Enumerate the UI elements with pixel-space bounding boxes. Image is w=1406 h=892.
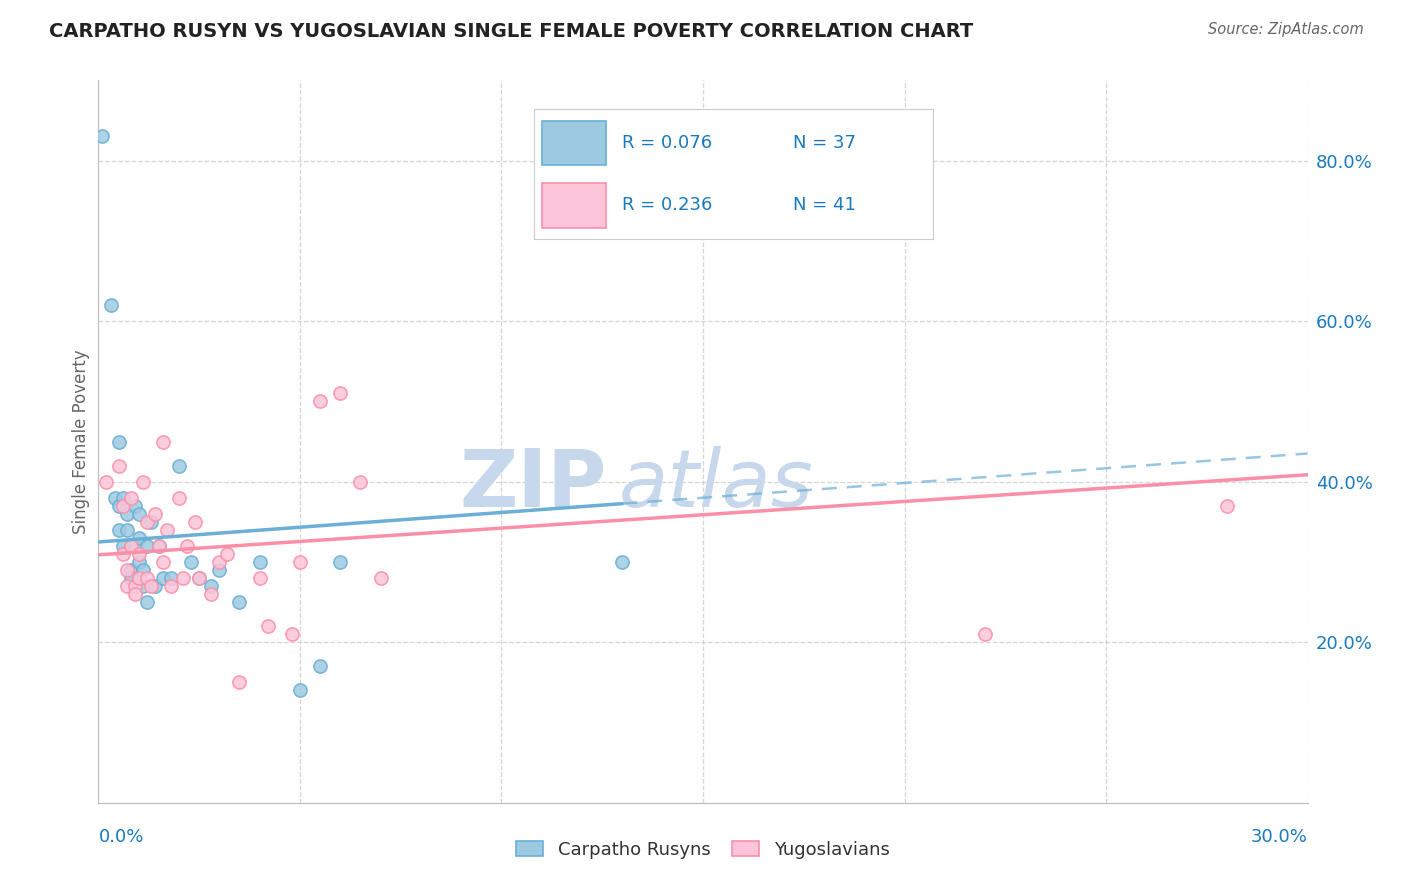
Point	[128, 571, 150, 585]
Text: 30.0%: 30.0%	[1251, 828, 1308, 846]
Point	[188, 571, 211, 585]
Point	[107, 499, 129, 513]
Point	[349, 475, 371, 489]
Point	[128, 547, 150, 561]
Point	[124, 587, 146, 601]
Point	[200, 579, 222, 593]
Point	[96, 475, 118, 489]
Point	[167, 458, 190, 473]
Point	[91, 129, 114, 144]
Point	[288, 683, 311, 698]
Text: CARPATHO RUSYN VS YUGOSLAVIAN SINGLE FEMALE POVERTY CORRELATION CHART: CARPATHO RUSYN VS YUGOSLAVIAN SINGLE FEM…	[49, 22, 973, 41]
Text: Source: ZipAtlas.com: Source: ZipAtlas.com	[1208, 22, 1364, 37]
Point	[612, 555, 634, 569]
Point	[143, 507, 166, 521]
Point	[139, 515, 162, 529]
Point	[288, 555, 311, 569]
Point	[249, 571, 271, 585]
Point	[111, 499, 134, 513]
Point	[370, 571, 392, 585]
Point	[124, 579, 146, 593]
Text: atlas: atlas	[619, 446, 813, 524]
Point	[256, 619, 278, 633]
Point	[249, 555, 271, 569]
Point	[111, 547, 134, 561]
Point	[139, 579, 162, 593]
Point	[120, 571, 142, 585]
Point	[172, 571, 194, 585]
Point	[329, 555, 352, 569]
Point	[107, 434, 129, 449]
Y-axis label: Single Female Poverty: Single Female Poverty	[72, 350, 90, 533]
Point	[208, 555, 231, 569]
Text: 0.0%: 0.0%	[98, 828, 143, 846]
Point	[152, 434, 174, 449]
Point	[228, 675, 250, 690]
Point	[132, 563, 155, 577]
Point	[132, 475, 155, 489]
Point	[128, 507, 150, 521]
Point	[111, 539, 134, 553]
Point	[281, 627, 304, 641]
Point	[148, 539, 170, 553]
Legend: Carpatho Rusyns, Yugoslavians: Carpatho Rusyns, Yugoslavians	[509, 834, 897, 866]
Point	[132, 579, 155, 593]
Point	[176, 539, 198, 553]
Point	[111, 491, 134, 505]
Point	[228, 595, 250, 609]
Point	[143, 579, 166, 593]
Point	[135, 595, 157, 609]
Point	[107, 458, 129, 473]
Point	[180, 555, 202, 569]
Point	[152, 555, 174, 569]
Point	[115, 563, 138, 577]
Point	[128, 531, 150, 545]
Point	[167, 491, 190, 505]
Point	[200, 587, 222, 601]
Point	[329, 386, 352, 401]
Point	[128, 555, 150, 569]
Point	[124, 539, 146, 553]
Point	[103, 491, 125, 505]
Point	[115, 579, 138, 593]
Point	[217, 547, 239, 561]
Point	[160, 571, 183, 585]
Point	[115, 523, 138, 537]
Point	[309, 394, 332, 409]
Point	[120, 491, 142, 505]
Point	[152, 571, 174, 585]
Text: ZIP: ZIP	[458, 446, 606, 524]
Point	[148, 539, 170, 553]
Point	[135, 515, 157, 529]
Point	[156, 523, 179, 537]
Point	[135, 539, 157, 553]
Point	[208, 563, 231, 577]
Point	[100, 298, 122, 312]
Point	[309, 659, 332, 673]
Point	[124, 499, 146, 513]
Point	[974, 627, 997, 641]
Point	[184, 515, 207, 529]
Point	[135, 571, 157, 585]
Point	[115, 507, 138, 521]
Point	[188, 571, 211, 585]
Point	[120, 563, 142, 577]
Point	[160, 579, 183, 593]
Point	[120, 539, 142, 553]
Point	[107, 523, 129, 537]
Point	[1216, 499, 1239, 513]
